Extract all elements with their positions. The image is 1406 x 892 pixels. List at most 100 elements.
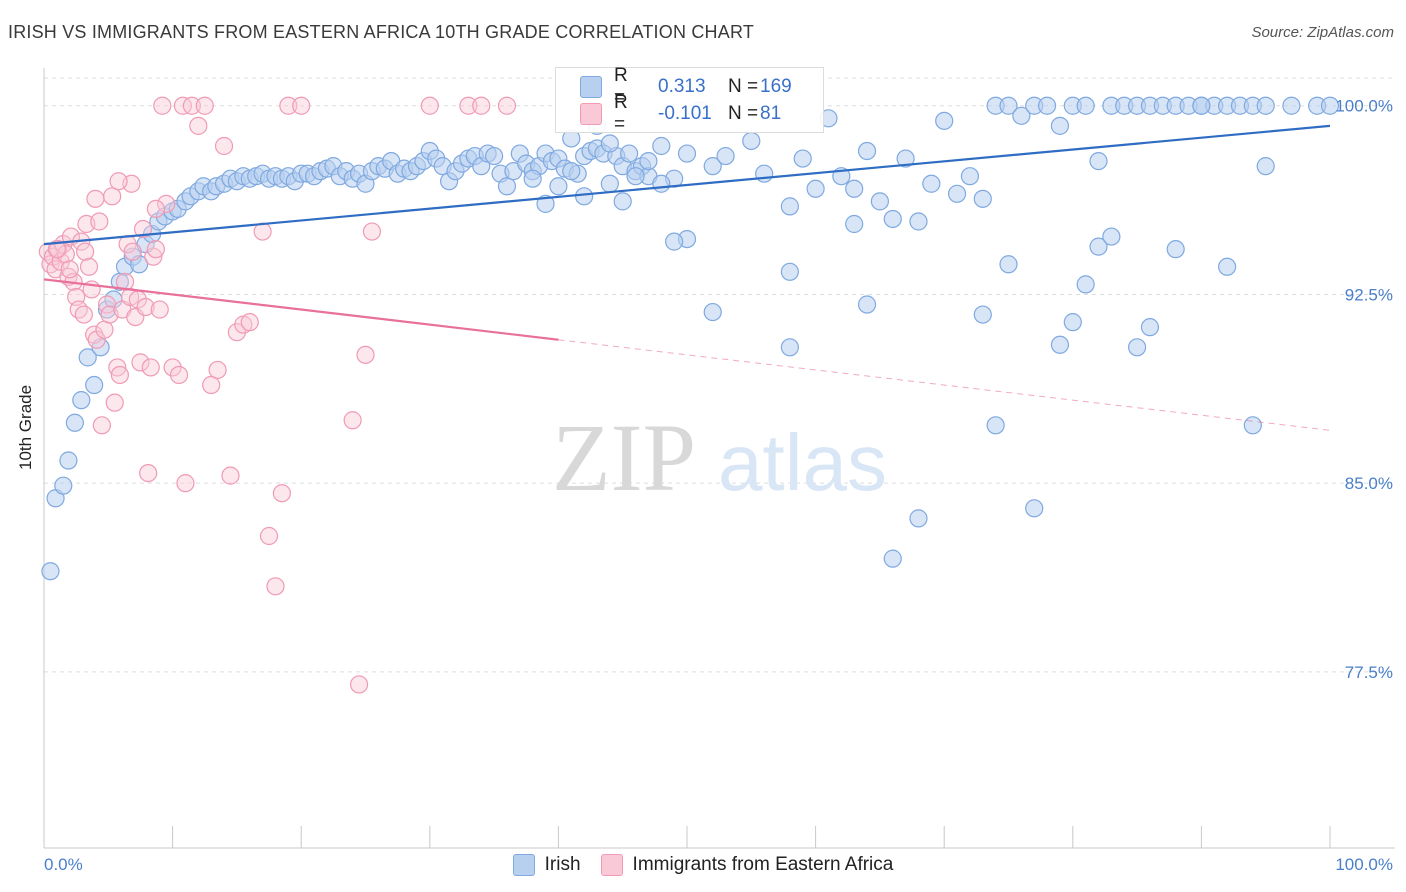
irish-point [536, 194, 555, 213]
irish-point [78, 348, 97, 367]
eafrica-point [103, 187, 122, 206]
irish-point [1037, 96, 1057, 115]
irish-point [1012, 106, 1031, 125]
watermark-zip: ZIP [552, 404, 696, 511]
irish-point [780, 197, 799, 216]
eafrica-point [169, 365, 189, 385]
eafrica-point [150, 300, 169, 319]
axes [43, 68, 1395, 849]
eafrica-point [195, 96, 214, 115]
legend-swatch-irish [512, 854, 535, 876]
eafrica-points [38, 96, 517, 694]
eafrica-point [292, 96, 311, 115]
irish-point [742, 131, 761, 151]
y-axis-label: 10th Grade [16, 384, 35, 470]
legend-item-irish[interactable]: Irish [512, 854, 581, 876]
trend-lines [43, 124, 1331, 431]
eafrica-point [60, 260, 79, 279]
watermark: ZIP atlas [552, 404, 887, 511]
eafrica-point [459, 96, 478, 115]
irish-point [806, 179, 825, 198]
eafrica-swatch [580, 103, 602, 125]
irish-point [857, 295, 877, 314]
watermark-atlas: atlas [718, 418, 887, 507]
stats-box: R = 0.313 N = 169 R = -0.101 N = 81 [555, 65, 824, 135]
eafrica-point [133, 219, 153, 239]
eafrica-point [105, 393, 124, 412]
x-tick-label-min: 0.0% [44, 855, 83, 874]
irish-point [1089, 151, 1108, 171]
eafrica-point [47, 240, 66, 259]
irish-point [1076, 96, 1095, 115]
irish-point [755, 164, 774, 183]
eafrica-point [85, 325, 104, 344]
irish-point [973, 189, 992, 208]
eafrica-trend-line [43, 278, 559, 341]
irish-points [41, 96, 1340, 581]
eafrica-point [109, 172, 128, 191]
eafrica-point [76, 242, 95, 261]
irish-point [652, 174, 671, 193]
eafrica-r-label: R = [614, 92, 628, 135]
eafrica-point [146, 240, 165, 259]
irish-point [1256, 96, 1275, 115]
irish-point [1025, 499, 1044, 518]
irish-point [960, 167, 980, 186]
eafrica-point [79, 257, 99, 276]
irish-point [575, 187, 594, 206]
irish-point [1127, 338, 1147, 357]
legend-label-irish: Irish [544, 854, 581, 875]
irish-point [549, 177, 568, 196]
eafrica-point [208, 360, 227, 380]
legend: Irish Immigrants from Eastern Africa [0, 852, 1406, 878]
irish-point [1256, 157, 1275, 176]
irish-point [857, 141, 877, 161]
stats-row-irish: R = 0.313 N = 169 [580, 65, 792, 108]
eafrica-point [221, 466, 240, 485]
eafrica-point [131, 353, 150, 372]
irish-point [1320, 96, 1340, 115]
eafrica-point [157, 194, 176, 213]
irish-point [72, 391, 91, 410]
irish-n-label: N = [728, 76, 759, 97]
eafrica-point [240, 313, 259, 332]
irish-point [1140, 318, 1160, 337]
legend-item-eafrica[interactable]: Immigrants from Eastern Africa [600, 854, 894, 876]
y-tick-labels: 77.5% 85.0% 92.5% 100.0% [1335, 97, 1393, 682]
irish-point [523, 169, 542, 188]
irish-r-value: 0.313 [658, 76, 706, 97]
x-tick-label-max: 100.0% [1335, 855, 1393, 874]
eafrica-point [279, 96, 298, 115]
irish-point [703, 157, 722, 176]
eafrica-point [141, 358, 160, 377]
eafrica-point [182, 96, 201, 115]
eafrica-point [86, 189, 105, 208]
source-label: Source: ZipAtlas.com [1251, 24, 1394, 41]
irish-n-value: 169 [760, 76, 792, 97]
irish-point [497, 177, 517, 196]
irish-point [665, 232, 684, 251]
eafrica-point [146, 199, 165, 219]
eafrica-n-label: N = [728, 103, 759, 124]
eafrica-point [214, 136, 234, 156]
irish-point [1192, 96, 1211, 115]
eafrica-point [92, 416, 111, 435]
legend-label-eafrica: Immigrants from Eastern Africa [632, 854, 894, 875]
legend-swatch-eafrica [600, 854, 623, 876]
irish-point [780, 338, 799, 357]
eafrica-point [136, 297, 155, 317]
irish-point [986, 416, 1005, 435]
eafrica-point [153, 96, 172, 115]
irish-point [883, 549, 902, 568]
irish-point [1089, 237, 1108, 256]
irish-point [1063, 313, 1082, 332]
irish-point [909, 509, 928, 528]
irish-point [999, 255, 1018, 274]
irish-point [85, 375, 104, 395]
eafrica-point [472, 96, 491, 115]
irish-point [620, 144, 639, 163]
eafrica-point [189, 116, 208, 135]
irish-point [883, 209, 902, 229]
eafrica-point [90, 212, 109, 231]
